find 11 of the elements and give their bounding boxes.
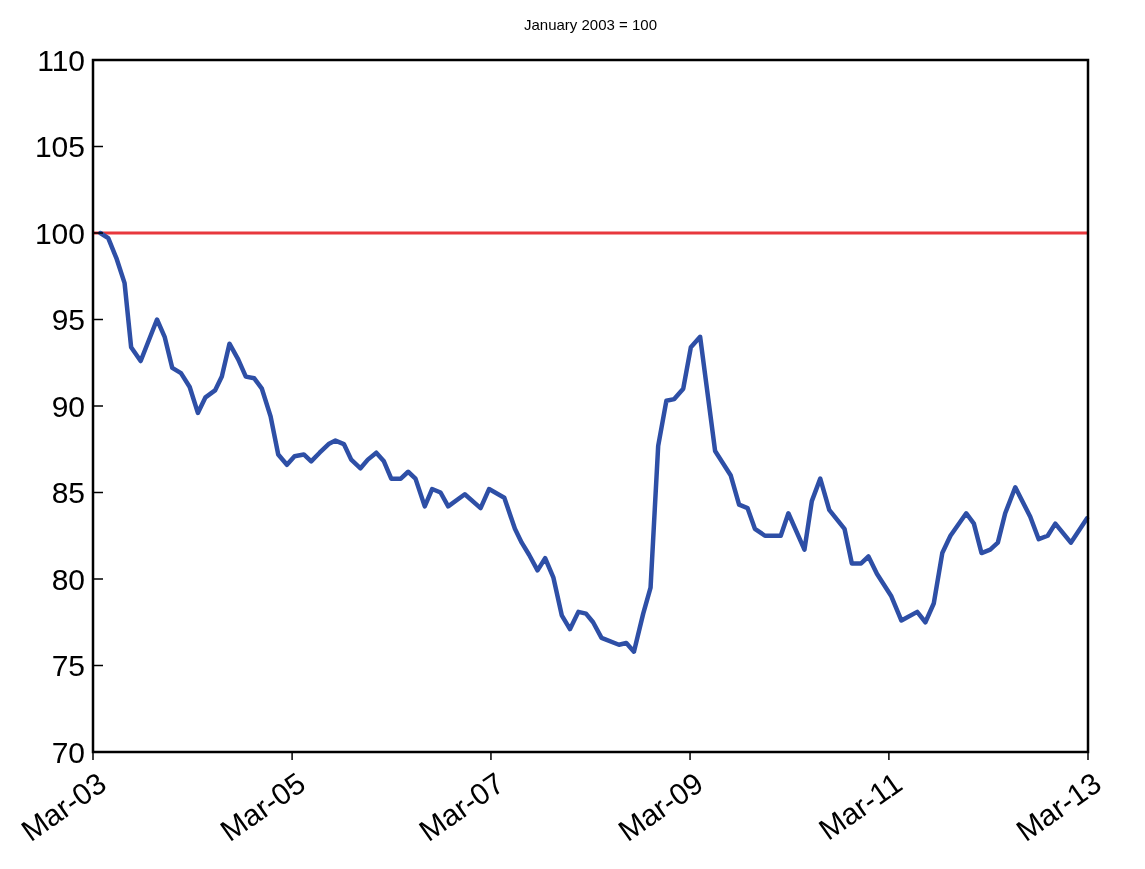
y-tick-label: 100	[34, 216, 85, 250]
y-tick-label: 85	[51, 476, 85, 509]
y-tick-label: 70	[51, 735, 85, 769]
chart-title: January 2003 = 100	[523, 16, 658, 33]
line-series	[98, 230, 1090, 654]
y-tick-label: 105	[34, 130, 85, 163]
y-tick-label: 110	[37, 43, 85, 77]
y-tick-label: 95	[51, 303, 85, 336]
y-tick-label: 90	[51, 389, 85, 423]
y-tick-label: 75	[51, 649, 85, 682]
y-tick-label: 80	[51, 562, 85, 596]
